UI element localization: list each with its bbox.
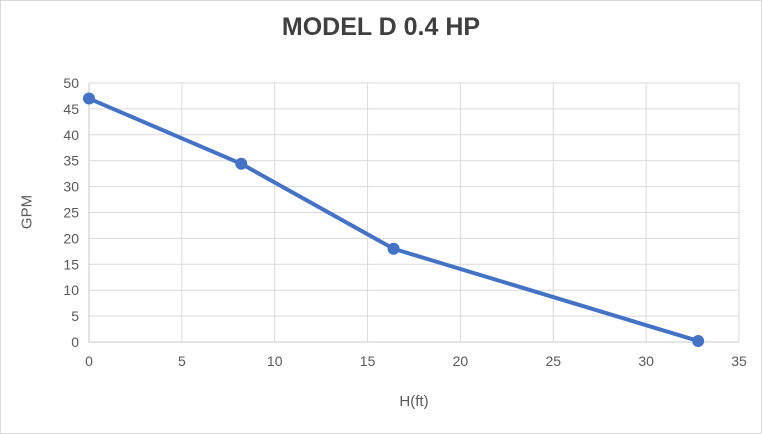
x-tick-label: 0: [85, 353, 93, 369]
y-tick-label: 20: [63, 230, 79, 246]
y-tick-label: 35: [63, 153, 79, 169]
y-axis-title: GPM: [18, 194, 36, 230]
x-tick-label: 35: [731, 353, 747, 369]
y-tick-label: 30: [63, 179, 79, 195]
y-tick-label: 0: [71, 334, 79, 350]
x-axis-title: H(ft): [399, 393, 429, 410]
y-tick-label: 50: [63, 75, 79, 91]
chart-title: MODEL D 0.4 HP: [281, 13, 481, 41]
x-tick-label: 10: [267, 353, 283, 369]
y-tick-label: 10: [63, 282, 79, 298]
y-tick-label: 40: [63, 127, 79, 143]
data-point-marker: [387, 242, 400, 255]
y-tick-label: 45: [63, 101, 79, 117]
y-tick-label: 5: [71, 308, 79, 324]
data-point-marker: [235, 157, 248, 170]
data-point-marker: [692, 334, 705, 347]
x-tick-label: 15: [360, 353, 376, 369]
data-point-marker: [83, 92, 95, 105]
x-tick-label: 30: [638, 353, 654, 369]
x-tick-label: 5: [178, 353, 186, 369]
y-tick-label: 15: [63, 256, 79, 272]
x-tick-label: 25: [545, 353, 561, 369]
x-tick-label: 20: [453, 353, 469, 369]
y-tick-label: 25: [63, 205, 79, 221]
series-line: [87, 96, 701, 343]
